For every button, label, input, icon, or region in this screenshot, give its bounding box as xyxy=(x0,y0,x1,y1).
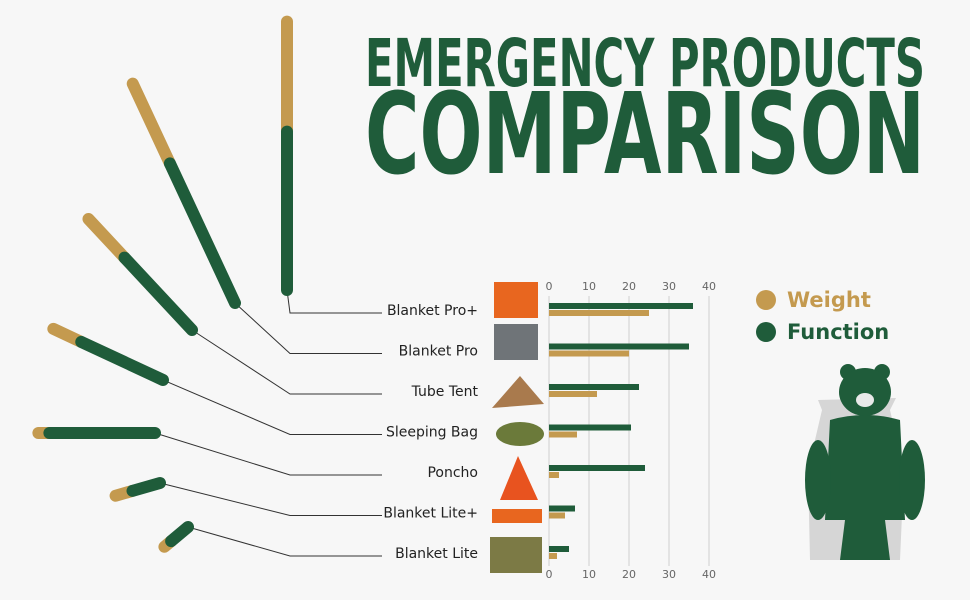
subtitle: COMPARISON xyxy=(365,70,925,200)
stick-function xyxy=(163,157,241,309)
connector xyxy=(159,482,382,516)
image xyxy=(500,456,538,500)
connector xyxy=(187,526,382,557)
x-tick-label: 10 xyxy=(582,568,596,581)
x-tick-label: 30 xyxy=(662,568,676,581)
x-tick-label: 10 xyxy=(582,280,596,293)
x-tick-label: 30 xyxy=(662,280,676,293)
stick-function xyxy=(126,477,166,497)
bear-snout xyxy=(856,393,874,407)
bar xyxy=(549,505,575,512)
bar xyxy=(549,424,631,431)
bear xyxy=(805,364,925,560)
stick-weight xyxy=(82,212,131,264)
category-label: Blanket Pro xyxy=(399,344,478,360)
bear-arm xyxy=(899,440,925,520)
image xyxy=(494,282,538,318)
image xyxy=(494,324,538,360)
bar xyxy=(549,431,577,438)
bar xyxy=(549,310,649,316)
category-label: Tube Tent xyxy=(411,384,479,400)
stick-weight xyxy=(126,77,176,170)
title: EMERGENCY PRODUCTS xyxy=(365,25,925,102)
x-tick-label: 0 xyxy=(546,568,553,581)
legend-label: Weight xyxy=(787,288,871,312)
bar xyxy=(549,512,565,519)
stick-function xyxy=(118,251,198,336)
category-label: Blanket Lite xyxy=(395,546,478,562)
bear-arm xyxy=(805,440,831,520)
category-label: Blanket Lite+ xyxy=(383,506,478,522)
image xyxy=(492,509,542,523)
stick-function xyxy=(75,335,169,386)
bear-body xyxy=(825,415,905,560)
x-tick-label: 20 xyxy=(622,280,636,293)
image xyxy=(496,422,544,446)
x-tick-label: 40 xyxy=(702,280,716,293)
connector xyxy=(234,302,382,354)
bar xyxy=(549,303,693,309)
product-images xyxy=(490,282,544,573)
bear-head xyxy=(839,368,891,416)
bar xyxy=(549,391,597,397)
bar xyxy=(549,553,557,559)
bar xyxy=(549,465,645,471)
legend-label: Function xyxy=(787,320,889,344)
connector xyxy=(154,432,382,476)
bar xyxy=(549,546,569,552)
category-label: Poncho xyxy=(427,465,478,481)
connector xyxy=(286,289,382,314)
bar xyxy=(549,350,629,357)
stick-function xyxy=(165,521,194,548)
category-label: Sleeping Bag xyxy=(386,425,478,441)
x-tick-label: 40 xyxy=(702,568,716,581)
x-tick-label: 0 xyxy=(546,280,553,293)
legend-marker xyxy=(756,290,776,310)
category-label: Blanket Pro+ xyxy=(387,303,478,319)
image xyxy=(492,376,544,408)
connector xyxy=(162,379,382,435)
connector xyxy=(191,329,382,395)
image xyxy=(490,537,542,573)
bar xyxy=(549,472,559,478)
x-tick-label: 20 xyxy=(622,568,636,581)
bar xyxy=(549,343,689,350)
bar xyxy=(549,384,639,390)
legend-marker xyxy=(756,322,776,342)
